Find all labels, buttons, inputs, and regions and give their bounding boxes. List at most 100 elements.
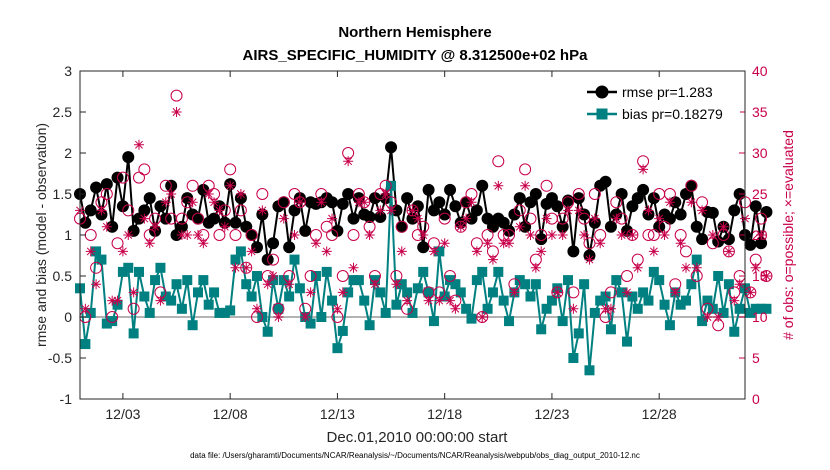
bias-point xyxy=(654,275,665,286)
y-right-tick-label: 20 xyxy=(752,227,768,243)
obs-possible-point xyxy=(395,220,408,233)
obs-possible-point xyxy=(224,163,237,176)
obs-evaluated-point xyxy=(144,238,155,249)
obs-evaluated-point xyxy=(584,254,595,265)
obs-possible-point xyxy=(642,229,655,241)
obs-evaluated-point xyxy=(278,213,289,224)
obs-evaluated-point xyxy=(133,139,144,150)
rmse-point xyxy=(696,233,709,246)
obs-evaluated-point xyxy=(375,205,386,216)
obs-evaluated-point xyxy=(563,205,574,216)
legend-rmse-label: rmse pr=1.283 xyxy=(622,84,713,100)
obs-possible-point xyxy=(132,171,145,184)
bias-point xyxy=(166,295,177,306)
obs-possible-point xyxy=(234,204,247,217)
obs-evaluated-point xyxy=(203,189,214,199)
bias-point xyxy=(595,295,606,306)
rmse-point xyxy=(422,183,435,196)
bias-point xyxy=(611,275,622,286)
rmse-point xyxy=(229,216,242,229)
bias-point xyxy=(219,307,230,318)
obs-evaluated-point xyxy=(251,303,262,314)
obs-evaluated-point xyxy=(707,230,718,240)
legend-bias-label: bias pr=0.18279 xyxy=(622,106,723,122)
obs-evaluated-point xyxy=(396,246,407,257)
obs-possible-point xyxy=(213,229,226,241)
obs-evaluated-point xyxy=(391,279,402,290)
bias-point xyxy=(316,312,327,322)
obs-possible-point xyxy=(583,237,596,250)
rmse-point xyxy=(508,208,521,221)
obs-evaluated-point xyxy=(756,230,767,240)
rmse-point xyxy=(368,192,381,205)
obs-evaluated-point xyxy=(702,312,713,322)
obs-evaluated-point xyxy=(257,205,268,216)
obs-possible-point xyxy=(122,204,135,217)
obs-possible-point xyxy=(288,188,301,200)
obs-possible-point xyxy=(476,311,489,323)
bias-point xyxy=(155,262,166,273)
rmse-point xyxy=(444,183,457,196)
bias-point xyxy=(600,291,611,302)
rmse-point xyxy=(326,196,339,209)
rmse-point xyxy=(143,192,156,205)
obs-evaluated-point xyxy=(525,230,536,240)
obs-possible-point xyxy=(138,163,151,176)
obs-evaluated-point xyxy=(407,205,418,216)
obs-evaluated-point xyxy=(294,197,305,208)
obs-possible-point xyxy=(535,229,548,241)
obs-evaluated-point xyxy=(546,230,557,240)
obs-evaluated-point xyxy=(477,312,488,322)
obs-evaluated-point xyxy=(611,213,622,224)
obs-evaluated-point xyxy=(412,213,423,224)
bias-point xyxy=(343,287,354,298)
rmse-point xyxy=(663,212,676,225)
obs-evaluated-point xyxy=(364,230,375,240)
obs-evaluated-point xyxy=(493,180,504,191)
legend-rmse-marker xyxy=(595,85,609,99)
obs-possible-point xyxy=(438,212,451,225)
obs-evaluated-point xyxy=(112,295,123,306)
rmse-point xyxy=(395,220,408,233)
rmse-point xyxy=(706,206,719,219)
bias-point xyxy=(402,287,413,298)
obs-evaluated-point xyxy=(659,230,670,240)
obs-possible-point xyxy=(604,286,617,299)
bias-point xyxy=(520,279,531,290)
obs-possible-point xyxy=(722,245,735,258)
rmse-point xyxy=(556,220,569,233)
legend-bias-marker xyxy=(596,108,608,120)
bias-point xyxy=(96,254,107,265)
obs-evaluated-point xyxy=(734,279,745,290)
obs-evaluated-point xyxy=(155,295,166,306)
rmse-point xyxy=(154,200,167,213)
rmse-point xyxy=(760,206,773,219)
bias-point xyxy=(563,275,574,286)
obs-evaluated-point xyxy=(729,295,740,306)
rmse-point xyxy=(503,224,516,237)
bias-point xyxy=(439,291,450,302)
obs-evaluated-point xyxy=(498,238,509,249)
obs-possible-point xyxy=(578,212,591,225)
bias-point xyxy=(493,266,504,277)
obs-evaluated-point xyxy=(530,262,541,273)
rmse-point xyxy=(197,183,210,196)
obs-possible-point xyxy=(519,163,532,176)
bias-point xyxy=(504,316,515,327)
obs-evaluated-point xyxy=(579,230,590,240)
obs-evaluated-point xyxy=(268,271,279,281)
bias-point xyxy=(466,313,477,324)
obs-evaluated-point xyxy=(241,262,252,273)
obs-evaluated-point xyxy=(466,197,477,208)
bias-point xyxy=(605,324,616,335)
rmse-point xyxy=(621,224,634,237)
rmse-point xyxy=(647,192,660,205)
rmse-point xyxy=(615,188,628,200)
rmse-point xyxy=(529,188,542,200)
rmse-point xyxy=(385,141,398,154)
obs-evaluated-point xyxy=(504,238,515,249)
obs-evaluated-point xyxy=(327,213,338,224)
rmse-point xyxy=(363,210,376,223)
bias-point xyxy=(686,279,697,290)
